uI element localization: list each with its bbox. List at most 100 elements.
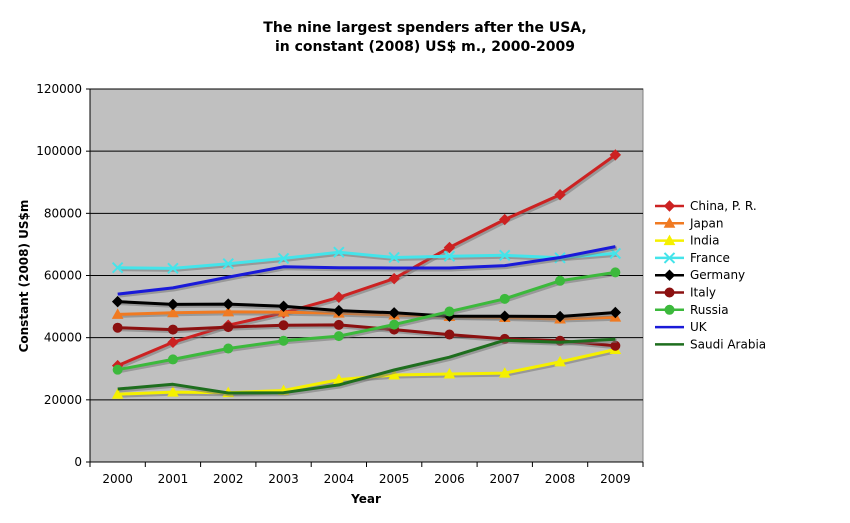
x-tick-label: 2004 — [324, 472, 355, 486]
series-uk — [117, 245, 618, 298]
data-point — [389, 319, 400, 330]
legend-label: Italy — [690, 286, 716, 300]
data-point — [277, 300, 290, 312]
legend-marker — [664, 287, 675, 298]
series-line — [117, 245, 616, 296]
legend-label: Saudi Arabia — [690, 337, 766, 351]
y-tick-label: 60000 — [44, 269, 82, 283]
y-tick-label: 80000 — [44, 206, 82, 220]
legend-marker — [663, 234, 676, 246]
data-point — [499, 249, 511, 262]
data-point — [388, 272, 400, 285]
data-point — [167, 298, 179, 311]
x-tick-label: 2009 — [600, 472, 631, 486]
data-point — [554, 310, 566, 323]
data-point — [555, 275, 566, 286]
series-saudi-arabia — [117, 337, 618, 397]
data-point — [112, 322, 123, 333]
data-point — [444, 306, 455, 317]
data-point — [443, 250, 456, 262]
series-line — [117, 270, 616, 372]
x-axis-title: Year — [350, 492, 381, 506]
data-point — [554, 188, 566, 201]
data-point — [222, 298, 234, 310]
data-point — [443, 241, 456, 254]
legend-label: India — [690, 234, 719, 248]
legend-marker — [663, 269, 676, 281]
legend-item-france: France — [655, 251, 730, 265]
legend-marker — [664, 304, 675, 315]
data-point — [499, 310, 511, 322]
y-axis-title: Constant (2008) US$m — [17, 200, 31, 353]
data-point — [222, 305, 235, 317]
data-point — [111, 262, 124, 274]
legend-marker — [663, 200, 676, 212]
data-point — [111, 388, 124, 399]
data-point — [167, 262, 179, 275]
data-point — [443, 368, 456, 379]
data-point — [554, 355, 566, 367]
y-tick-label: 100000 — [36, 144, 82, 158]
data-point — [333, 246, 345, 258]
data-point — [499, 213, 511, 226]
legend-label: China, P. R. — [690, 199, 757, 213]
legend-item-germany: Germany — [655, 268, 745, 282]
data-point — [333, 291, 345, 303]
data-point — [609, 149, 622, 161]
data-point — [167, 386, 179, 397]
legend: China, P. R. Japan India France Germany Italy… — [655, 199, 766, 351]
legend-label: Russia — [690, 303, 729, 317]
data-point — [223, 343, 234, 354]
data-point — [167, 324, 178, 335]
data-point — [333, 331, 344, 342]
data-point — [444, 329, 455, 340]
series-line — [117, 153, 617, 367]
data-point — [278, 335, 289, 346]
y-tick-label: 0 — [74, 455, 82, 469]
data-point — [388, 251, 400, 264]
series-line — [117, 337, 616, 395]
data-point — [111, 295, 124, 308]
x-tick-label: 2000 — [102, 472, 133, 486]
legend-label: UK — [690, 320, 708, 334]
legend-item-italy: Italy — [655, 286, 716, 300]
x-tick-label: 2005 — [379, 472, 410, 486]
legend-marker — [663, 217, 676, 228]
legend-label: France — [690, 251, 730, 265]
x-tick-label: 2008 — [545, 472, 576, 486]
x-tick-label: 2002 — [213, 472, 244, 486]
legend-marker — [663, 252, 676, 264]
data-point — [223, 322, 234, 333]
series-line-shadow — [118, 271, 618, 374]
data-point — [499, 293, 510, 304]
data-point — [167, 354, 178, 365]
y-tick-label: 20000 — [44, 393, 82, 407]
data-point — [610, 267, 621, 278]
legend-label: Japan — [689, 216, 723, 230]
x-tick-label: 2003 — [268, 472, 299, 486]
legend-item-saudi-arabia: Saudi Arabia — [655, 337, 766, 351]
series-russia — [112, 267, 621, 375]
series-line-shadow — [118, 154, 619, 369]
data-point — [111, 308, 124, 319]
legend-item-china-p-r: China, P. R. — [655, 199, 757, 213]
x-axis: 2000 2001 2002 2003 2004 2005 2006 2007 2008 2009 — [89, 461, 644, 486]
data-point — [609, 306, 622, 319]
data-point — [167, 336, 179, 349]
gridlines — [90, 88, 643, 401]
data-point — [222, 257, 234, 270]
legend-item-india: India — [655, 234, 719, 248]
legend-item-uk: UK — [655, 320, 708, 334]
data-point — [112, 364, 123, 375]
x-tick-label: 2001 — [158, 472, 189, 486]
data-point — [277, 252, 290, 265]
legend-item-japan: Japan — [655, 216, 723, 230]
data-point — [333, 319, 344, 330]
chart-title-line-2: in constant (2008) US$ m., 2000-2009 — [275, 39, 575, 55]
legend-label: Germany — [690, 268, 745, 282]
chart-title-line-1: The nine largest spenders after the USA, — [263, 20, 586, 36]
y-axis: 0 20000 40000 60000 80000 100000 120000 — [36, 82, 91, 469]
x-tick-label: 2006 — [434, 472, 465, 486]
data-point — [278, 320, 289, 331]
